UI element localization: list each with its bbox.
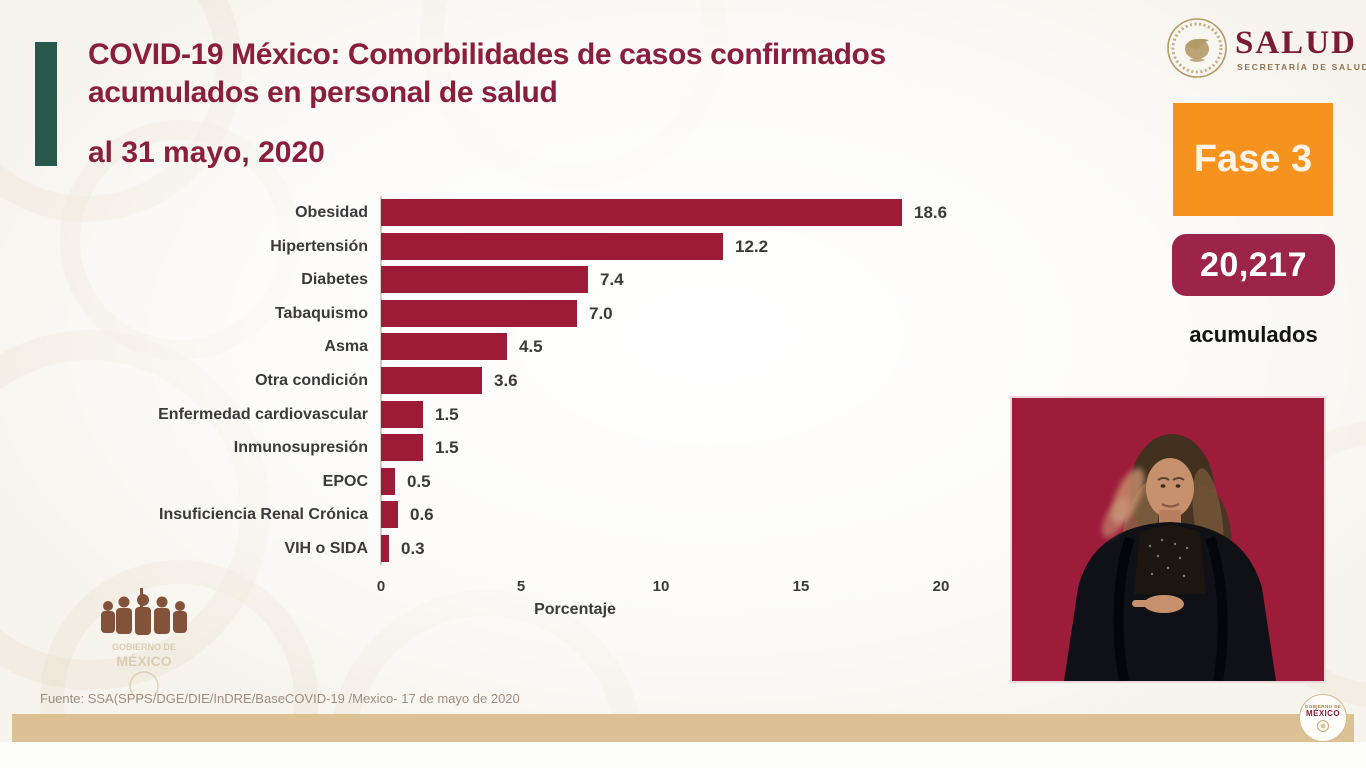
bar-value-label: 1.5 bbox=[435, 405, 459, 424]
bar-category-label: Hipertensión bbox=[270, 238, 368, 255]
phase-badge: Fase 3 bbox=[1173, 103, 1333, 216]
seal-eagle-icon bbox=[1317, 720, 1329, 732]
bar bbox=[381, 233, 723, 260]
bar-category-label: Diabetes bbox=[301, 271, 368, 288]
bar-category-label: Obesidad bbox=[295, 204, 368, 221]
bar bbox=[381, 501, 398, 528]
bar-category-label: Insuficiencia Renal Crónica bbox=[159, 506, 368, 523]
bar-value-label: 12.2 bbox=[735, 237, 769, 256]
title-line1: COVID-19 México: Comorbilidades de casos… bbox=[88, 38, 886, 71]
bar bbox=[381, 367, 482, 394]
sign-interpreter-illustration bbox=[1012, 398, 1324, 682]
bar-value-label: 7.4 bbox=[600, 270, 624, 289]
green-accent-bar bbox=[35, 42, 57, 166]
bar-value-label: 1.5 bbox=[435, 438, 459, 457]
bar-category-label: Inmunosupresión bbox=[233, 439, 368, 456]
heroes-figures-icon: GOBIERNO DE MÉXICO bbox=[101, 588, 187, 701]
gobierno-heroes-watermark: GOBIERNO DE MÉXICO bbox=[96, 586, 192, 701]
salud-logo: SALUD SECRETARÍA DE SALUD bbox=[1165, 16, 1366, 82]
title-line2: acumulados en personal de salud bbox=[88, 76, 558, 109]
bar-value-label: 4.5 bbox=[519, 337, 543, 356]
bar-value-label: 0.5 bbox=[407, 472, 431, 491]
bar-value-label: 0.3 bbox=[401, 539, 425, 558]
source-note: Fuente: SSA(SPPS/DGE/DIE/InDRE/BaseCOVID… bbox=[40, 691, 520, 706]
bar bbox=[381, 434, 423, 461]
seal-line2: MÉXICO bbox=[1306, 709, 1340, 718]
x-axis-tick: 20 bbox=[932, 578, 950, 595]
bar bbox=[381, 401, 423, 428]
svg-text:MÉXICO: MÉXICO bbox=[116, 653, 171, 669]
bar-category-label: Otra condición bbox=[255, 372, 368, 389]
bar-category-label: Tabaquismo bbox=[274, 305, 368, 322]
bottom-white-strip bbox=[0, 742, 1366, 768]
sign-language-video bbox=[1010, 396, 1326, 683]
salud-wordmark: SALUD bbox=[1235, 25, 1357, 61]
x-axis-tick: 10 bbox=[652, 578, 670, 595]
slide-background: COVID-19 México: Comorbilidades de casos… bbox=[0, 0, 1366, 742]
bar bbox=[381, 535, 389, 562]
svg-text:GOBIERNO DE: GOBIERNO DE bbox=[112, 642, 176, 652]
bar bbox=[381, 199, 902, 226]
page-title: COVID-19 México: Comorbilidades de casos… bbox=[88, 36, 1028, 112]
bar-category-label: VIH o SIDA bbox=[284, 540, 368, 557]
date-label: al 31 mayo, 2020 bbox=[88, 136, 325, 169]
bottom-tan-band bbox=[12, 714, 1354, 742]
salud-seal-eagle-icon bbox=[1167, 18, 1227, 78]
salud-subtitle: SECRETARÍA DE SALUD bbox=[1237, 62, 1366, 72]
bar-value-label: 3.6 bbox=[494, 371, 518, 390]
total-cases-value: 20,217 bbox=[1200, 245, 1307, 284]
gobierno-de-mexico-seal: GOBIERNO DE MÉXICO bbox=[1299, 694, 1347, 742]
seal-line1: GOBIERNO DE bbox=[1304, 704, 1342, 709]
bar-category-label: Enfermedad cardiovascular bbox=[158, 406, 368, 423]
bar-value-label: 0.6 bbox=[410, 505, 434, 524]
bar bbox=[381, 266, 588, 293]
x-axis-tick: 5 bbox=[516, 578, 526, 595]
bar-category-label: Asma bbox=[324, 338, 368, 355]
bar bbox=[381, 333, 507, 360]
total-cases-badge: 20,217 bbox=[1172, 234, 1335, 296]
phase-badge-label: Fase 3 bbox=[1193, 138, 1313, 180]
bar bbox=[381, 468, 395, 495]
x-axis-tick: 15 bbox=[792, 578, 810, 595]
x-axis-tick: 0 bbox=[376, 578, 386, 595]
bar-category-label: EPOC bbox=[322, 473, 368, 490]
total-cases-caption: acumulados bbox=[1189, 322, 1318, 347]
bar bbox=[381, 300, 577, 327]
bar-value-label: 7.0 bbox=[589, 304, 613, 323]
x-axis-label: Porcentaje bbox=[534, 601, 616, 618]
bar-value-label: 18.6 bbox=[914, 203, 948, 222]
